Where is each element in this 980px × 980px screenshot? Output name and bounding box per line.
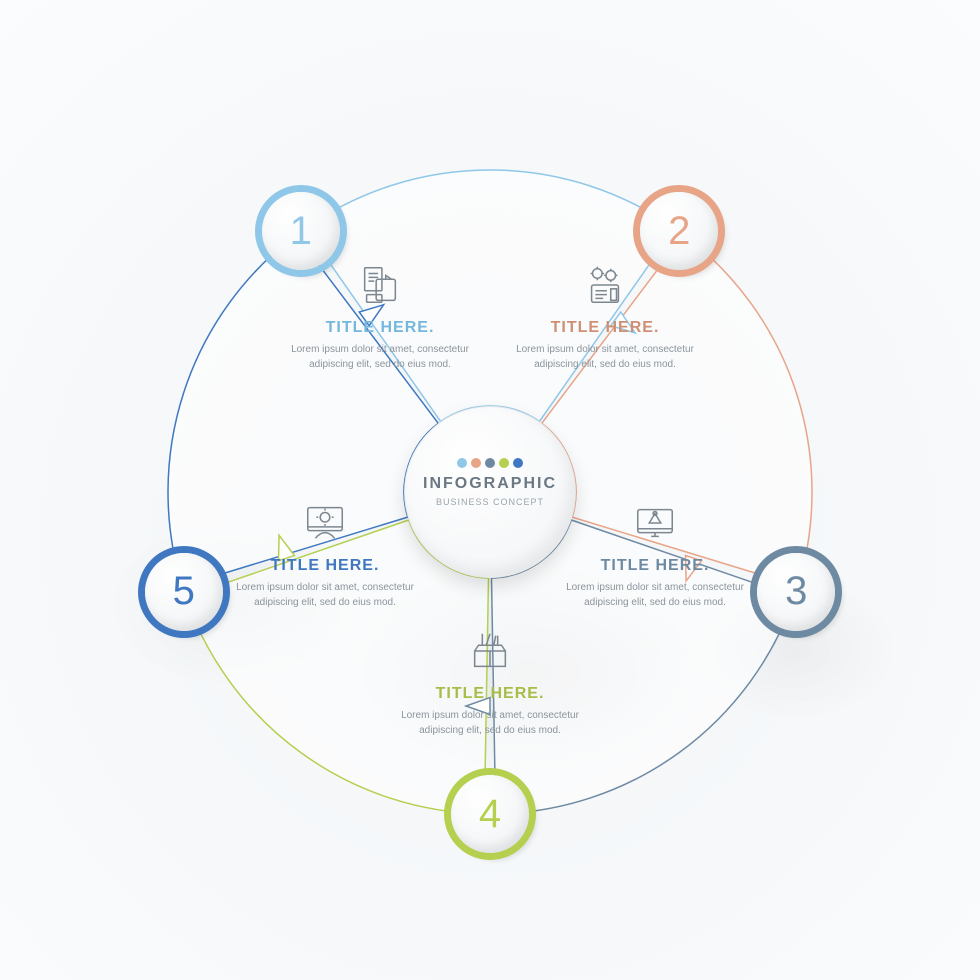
segment-5-body: Lorem ipsum dolor sit amet, consectetur … bbox=[215, 581, 435, 610]
segment-3-body: Lorem ipsum dolor sit amet, consectetur … bbox=[545, 581, 765, 610]
segment-3: TITLE HERE. Lorem ipsum dolor sit amet, … bbox=[545, 500, 765, 610]
segment-2-title: TITLE HERE. bbox=[495, 319, 715, 337]
segment-3-icon bbox=[632, 500, 678, 546]
segment-4-title: TITLE HERE. bbox=[380, 685, 600, 703]
segment-1-body: Lorem ipsum dolor sit amet, consectetur … bbox=[270, 343, 490, 372]
segment-4-icon bbox=[467, 628, 513, 674]
segment-2-icon bbox=[582, 262, 628, 308]
segment-1-icon bbox=[357, 262, 403, 308]
segment-5-icon bbox=[302, 500, 348, 546]
infographic-stage: INFOGRAPHIC BUSINESS CONCEPT 1 2 3 4 5 T… bbox=[0, 0, 980, 980]
step-badge-4: 4 bbox=[444, 768, 536, 860]
segment-1: TITLE HERE. Lorem ipsum dolor sit amet, … bbox=[270, 262, 490, 372]
segment-3-title: TITLE HERE. bbox=[545, 557, 765, 575]
center-title: INFOGRAPHIC bbox=[405, 475, 575, 493]
segment-2-body: Lorem ipsum dolor sit amet, consectetur … bbox=[495, 343, 715, 372]
segment-2: TITLE HERE. Lorem ipsum dolor sit amet, … bbox=[495, 262, 715, 372]
segment-1-title: TITLE HERE. bbox=[270, 319, 490, 337]
segment-4-body: Lorem ipsum dolor sit amet, consectetur … bbox=[380, 709, 600, 738]
segment-5-title: TITLE HERE. bbox=[215, 557, 435, 575]
segment-4: TITLE HERE. Lorem ipsum dolor sit amet, … bbox=[380, 628, 600, 738]
center-dots bbox=[405, 455, 575, 473]
segment-5: TITLE HERE. Lorem ipsum dolor sit amet, … bbox=[215, 500, 435, 610]
